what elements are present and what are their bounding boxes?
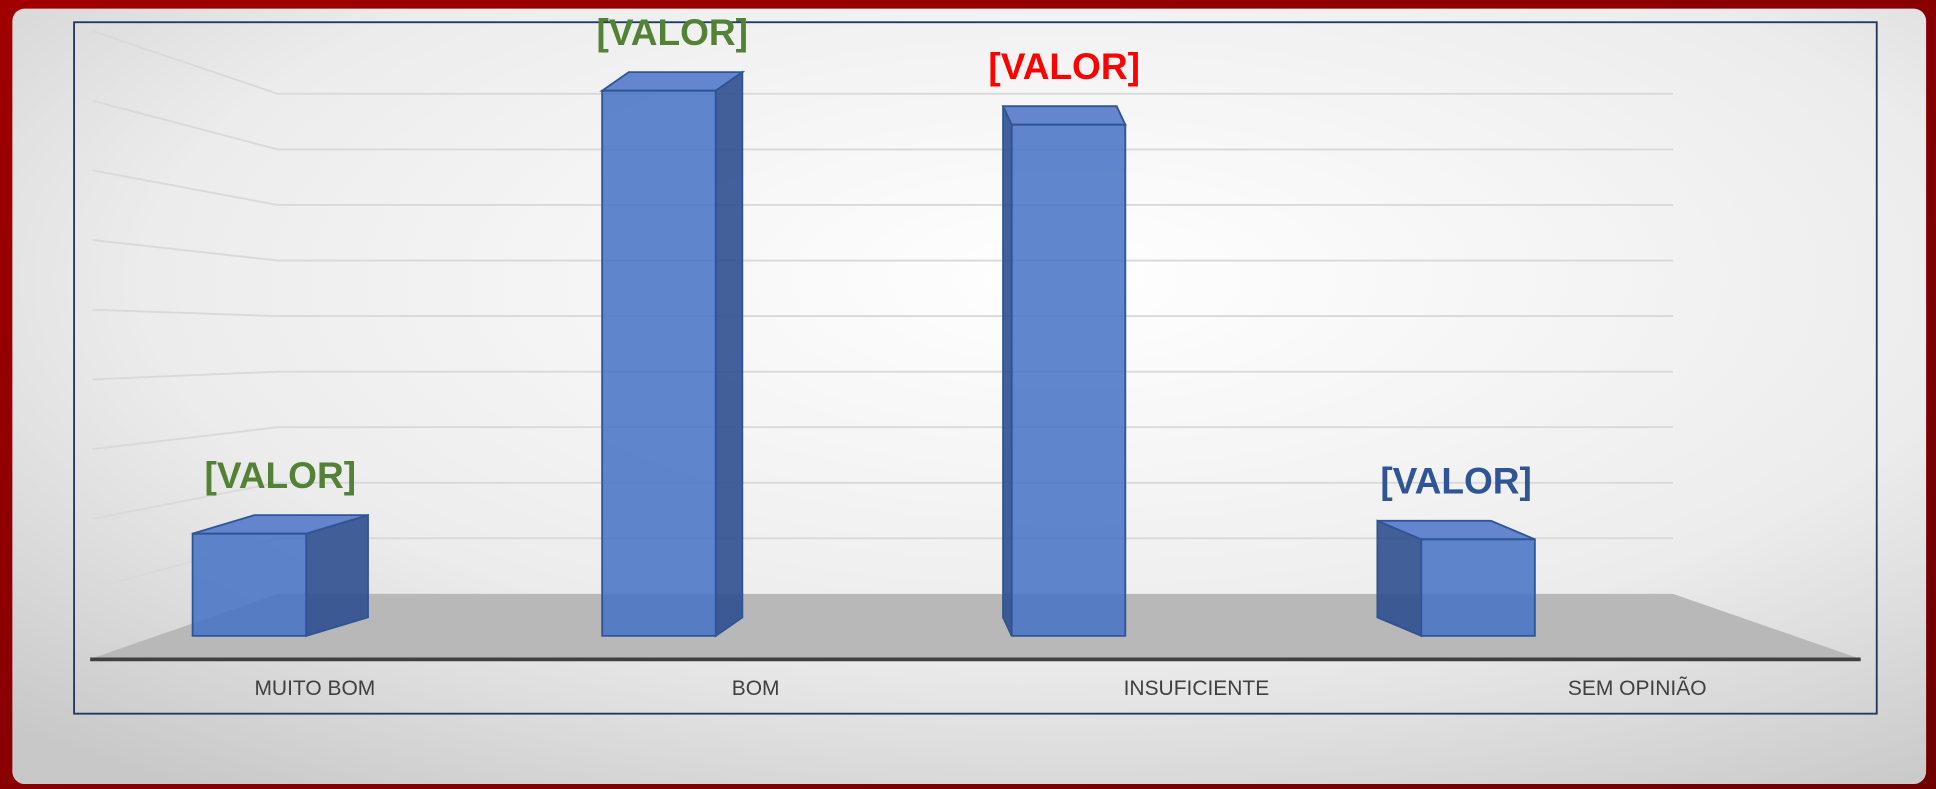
x-tick-label: INSUFICIENTE [1124,677,1270,700]
grid-line [92,370,1674,381]
plot-frame [73,21,1878,715]
grid-line [92,481,1674,520]
x-tick-label: MUITO BOM [254,677,375,700]
grid-line [92,169,1674,206]
grid-line [92,308,1674,318]
grid-line [92,239,1674,262]
x-tick-label: BOM [732,677,780,700]
bar [1001,105,1127,637]
panel [12,8,1927,785]
bar [1376,519,1536,638]
value-label: [VALOR] [596,11,748,53]
bar [599,70,746,638]
bar [191,513,369,638]
grid-line [92,99,1674,151]
value-label: [VALOR] [1380,460,1532,502]
grid-line [92,30,1674,95]
value-label: [VALOR] [988,45,1140,87]
x-tick-label: SEM OPINIÃO [1568,676,1707,700]
grid-line [92,426,1674,451]
value-label: [VALOR] [205,454,357,496]
